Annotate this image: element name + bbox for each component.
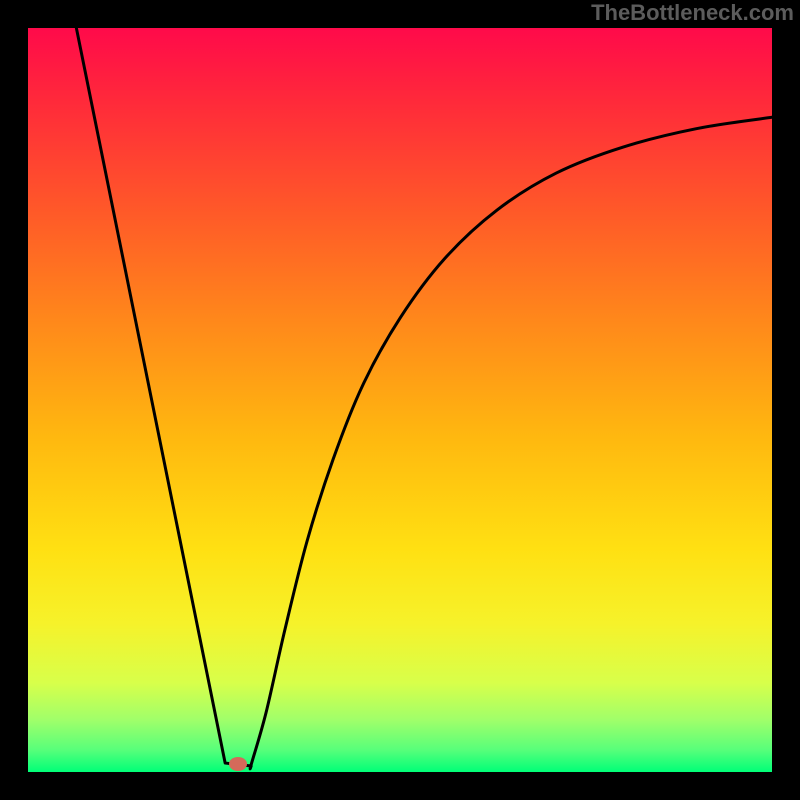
- plot-area: [28, 28, 772, 772]
- bottleneck-curve: [28, 28, 772, 772]
- chart-frame: { "source_watermark": { "text": "TheBott…: [0, 0, 800, 800]
- watermark-text: TheBottleneck.com: [591, 0, 794, 26]
- curve-path: [76, 28, 772, 769]
- current-hardware-marker: [229, 757, 247, 771]
